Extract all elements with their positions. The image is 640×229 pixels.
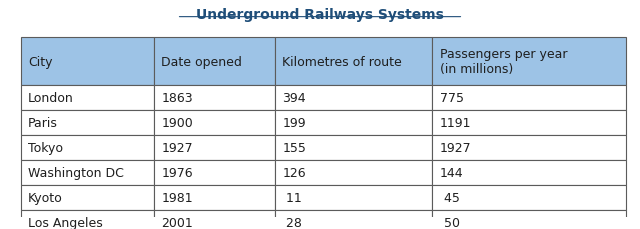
- Text: 775: 775: [440, 91, 464, 104]
- Text: City: City: [28, 55, 52, 68]
- Text: 155: 155: [282, 141, 307, 154]
- Text: 50: 50: [440, 215, 460, 229]
- Text: 45: 45: [440, 191, 460, 204]
- FancyBboxPatch shape: [154, 38, 275, 86]
- Text: 144: 144: [440, 166, 463, 179]
- FancyBboxPatch shape: [154, 210, 275, 229]
- Text: 11: 11: [282, 191, 302, 204]
- Text: 394: 394: [282, 91, 306, 104]
- Text: Paris: Paris: [28, 116, 58, 129]
- FancyBboxPatch shape: [154, 160, 275, 185]
- FancyBboxPatch shape: [275, 38, 432, 86]
- Text: 1981: 1981: [161, 191, 193, 204]
- Text: Kyoto: Kyoto: [28, 191, 63, 204]
- FancyBboxPatch shape: [20, 38, 154, 86]
- Text: Los Angeles: Los Angeles: [28, 215, 103, 229]
- FancyBboxPatch shape: [20, 210, 154, 229]
- FancyBboxPatch shape: [154, 135, 275, 160]
- FancyBboxPatch shape: [154, 86, 275, 110]
- Text: Washington DC: Washington DC: [28, 166, 124, 179]
- Text: 1927: 1927: [440, 141, 472, 154]
- FancyBboxPatch shape: [20, 185, 154, 210]
- Text: Kilometres of route: Kilometres of route: [282, 55, 402, 68]
- Text: 2001: 2001: [161, 215, 193, 229]
- FancyBboxPatch shape: [432, 38, 626, 86]
- Text: 1976: 1976: [161, 166, 193, 179]
- FancyBboxPatch shape: [432, 135, 626, 160]
- Text: 1900: 1900: [161, 116, 193, 129]
- Text: Tokyo: Tokyo: [28, 141, 63, 154]
- Text: 1191: 1191: [440, 116, 471, 129]
- FancyBboxPatch shape: [154, 185, 275, 210]
- Text: 199: 199: [282, 116, 306, 129]
- FancyBboxPatch shape: [275, 160, 432, 185]
- FancyBboxPatch shape: [432, 160, 626, 185]
- FancyBboxPatch shape: [20, 160, 154, 185]
- FancyBboxPatch shape: [432, 185, 626, 210]
- Text: Underground Railways Systems: Underground Railways Systems: [196, 8, 444, 22]
- Text: London: London: [28, 91, 74, 104]
- Text: 126: 126: [282, 166, 306, 179]
- FancyBboxPatch shape: [432, 86, 626, 110]
- Text: 1863: 1863: [161, 91, 193, 104]
- FancyBboxPatch shape: [275, 210, 432, 229]
- FancyBboxPatch shape: [275, 110, 432, 135]
- FancyBboxPatch shape: [432, 110, 626, 135]
- FancyBboxPatch shape: [432, 210, 626, 229]
- FancyBboxPatch shape: [20, 110, 154, 135]
- Text: Passengers per year
(in millions): Passengers per year (in millions): [440, 48, 567, 76]
- FancyBboxPatch shape: [20, 135, 154, 160]
- Text: 28: 28: [282, 215, 302, 229]
- Text: 1927: 1927: [161, 141, 193, 154]
- FancyBboxPatch shape: [275, 86, 432, 110]
- FancyBboxPatch shape: [20, 86, 154, 110]
- Text: Date opened: Date opened: [161, 55, 242, 68]
- FancyBboxPatch shape: [154, 110, 275, 135]
- FancyBboxPatch shape: [275, 185, 432, 210]
- FancyBboxPatch shape: [275, 135, 432, 160]
